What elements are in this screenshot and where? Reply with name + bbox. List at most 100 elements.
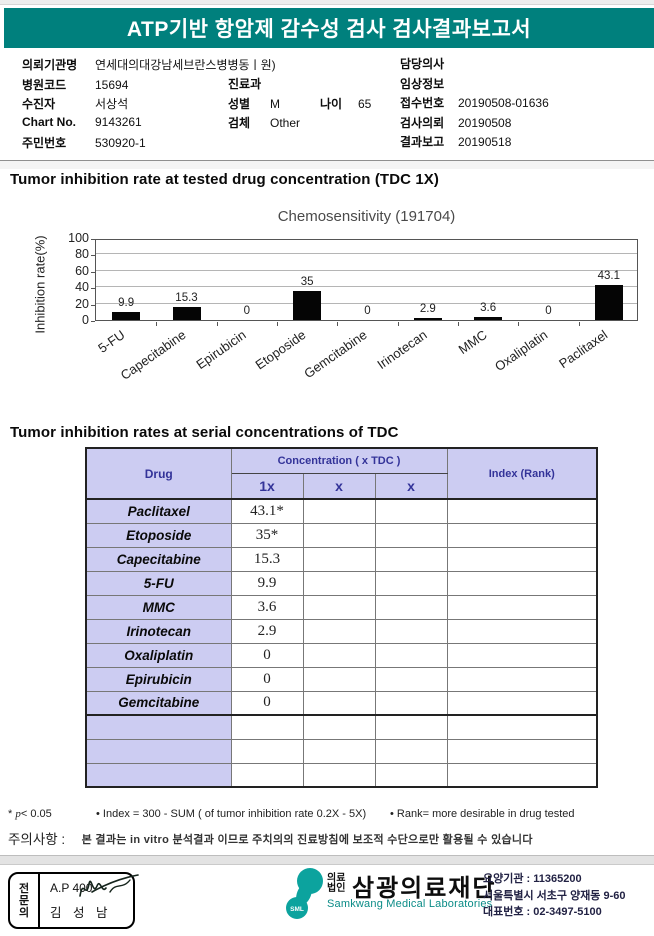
- col-header-concentration: Concentration ( x TDC ): [230, 447, 448, 474]
- org-registration-number: 요양기관 : 11365200: [483, 873, 582, 885]
- y-tick-label: 40: [75, 280, 89, 295]
- field-label: 나이: [320, 96, 343, 111]
- y-tick-mark: [91, 239, 95, 240]
- x-category-label: 5-FU: [95, 327, 128, 356]
- chart-title: Chemosensitivity (191704): [277, 208, 456, 225]
- field-label: Chart No.: [22, 114, 76, 129]
- drug-cell: 5-FU: [85, 570, 232, 596]
- concentration-x-cell: [374, 690, 448, 716]
- y-tick-label: 100: [68, 231, 89, 245]
- concentration-x-cell: [302, 546, 376, 572]
- x-tick-mark: [156, 322, 158, 326]
- table-row: [85, 714, 598, 740]
- handwritten-signature: [79, 874, 139, 897]
- concentration-1x-cell: 43.1*: [230, 498, 304, 524]
- org-address: 서울특별시 서초구 양재동 9-60: [483, 889, 626, 902]
- bar-value-label: 3.6: [480, 302, 497, 315]
- y-tick-mark: [91, 271, 95, 273]
- x-category-label: MMC: [455, 327, 490, 358]
- patient-info-right: 담당의사 임상정보 접수번호 20190508-01636 검사의뢰 2019050…: [400, 55, 549, 153]
- field-label: 성별: [228, 96, 251, 111]
- chart-bar: [413, 317, 442, 320]
- drug-cell: [85, 762, 232, 788]
- footer-divider: [0, 855, 654, 865]
- bar-value-label: 0: [364, 305, 371, 317]
- p-threshold: < 0.05: [20, 808, 52, 820]
- table-row: MMC 3.6: [85, 594, 598, 620]
- report-title: ATP기반 항암제 감수성 검사 검사결과보고서: [126, 18, 532, 41]
- col-header-x: x: [374, 472, 448, 500]
- field-value: 65: [358, 96, 372, 111]
- x-category-label: Oxaliplatin: [491, 327, 551, 375]
- bar-value-label: 9.9: [118, 296, 135, 309]
- index-rank-cell: [446, 738, 598, 764]
- field-label: 검사의뢰: [400, 115, 445, 130]
- info-row: 의뢰기관명 연세대의대강남세브란스병병동ㅣ원): [22, 56, 276, 76]
- table-row: [85, 738, 598, 764]
- index-rank-cell: [446, 690, 598, 716]
- chart-bar: [172, 307, 201, 320]
- concentration-x-cell: [302, 618, 376, 644]
- index-rank-cell: [446, 618, 598, 644]
- table-row: Epirubicin 0: [85, 666, 598, 692]
- table-row: Oxaliplatin 0: [85, 642, 598, 668]
- info-row: Chart No. 9143261: [22, 115, 276, 135]
- index-rank-cell: [446, 594, 598, 620]
- report-title-bar: ATP기반 항암제 감수성 검사 검사결과보고서: [4, 8, 654, 48]
- index-rank-cell: [446, 546, 598, 572]
- col-header-1x: 1x: [230, 472, 304, 500]
- concentration-1x-cell: 2.9: [230, 618, 304, 644]
- concentration-1x-cell: 0: [230, 666, 304, 692]
- drug-cell: Etoposide: [85, 522, 232, 548]
- concentration-x-cell: [374, 714, 448, 740]
- field-label: 검체: [228, 116, 251, 130]
- concentration-x-cell: [374, 618, 448, 644]
- bar-value-label: 35: [300, 276, 314, 289]
- chart-gridline: [96, 253, 637, 255]
- section-divider: [0, 160, 654, 169]
- info-row: 검체 Other: [228, 114, 371, 134]
- x-tick-mark: [216, 322, 218, 326]
- info-row: 병원코드 15694: [22, 76, 276, 96]
- concentration-1x-cell: [230, 762, 304, 788]
- field-value: 15694: [95, 77, 129, 92]
- x-category-label: Epirubicin: [193, 327, 249, 373]
- signer-info: A.P 400 김 성 남: [40, 874, 133, 927]
- drug-cell: [85, 738, 232, 764]
- field-label: 의뢰기관명: [22, 58, 78, 72]
- index-rank-cell: [446, 522, 598, 548]
- index-rank-cell: [446, 714, 598, 740]
- footnote-pvalue: * p< 0.05: [8, 808, 52, 820]
- field-value: 연세대의대강남세브란스병병동ㅣ원): [95, 58, 276, 72]
- field-label: 수진자: [22, 97, 56, 111]
- y-tick-label: 20: [75, 296, 89, 311]
- concentration-x-cell: [374, 570, 448, 596]
- info-row: 성별 M 나이 65: [228, 95, 371, 115]
- y-tick-label: 0: [82, 313, 89, 327]
- signer-code: A.P 400: [50, 881, 93, 895]
- field-label: 접수번호: [400, 96, 445, 110]
- info-row: 담당의사: [400, 55, 549, 75]
- org-type-label: 의료 법인: [327, 873, 346, 894]
- drug-cell: MMC: [85, 594, 232, 620]
- table-row: Etoposide 35*: [85, 522, 598, 548]
- concentration-x-cell: [302, 690, 376, 716]
- drug-cell: Paclitaxel: [85, 498, 232, 524]
- chart-gridline: [96, 286, 637, 288]
- chart-gridline: [96, 302, 637, 304]
- info-row: 주민번호 530920-1: [22, 134, 276, 154]
- x-tick-mark: [397, 322, 399, 326]
- y-tick-mark: [91, 304, 95, 306]
- p-symbol: p: [15, 808, 21, 820]
- drug-cell: Irinotecan: [85, 618, 232, 644]
- field-value: 530920-1: [95, 136, 146, 150]
- concentration-x-cell: [374, 522, 448, 548]
- concentration-x-cell: [374, 738, 448, 764]
- col-header-x: x: [302, 472, 376, 500]
- concentration-x-cell: [302, 594, 376, 620]
- drug-cell: Gemcitabine: [85, 690, 232, 716]
- bar-value-label: 2.9: [419, 302, 436, 315]
- info-row: 수진자 서상석: [22, 95, 276, 115]
- chart-bar: [112, 311, 141, 320]
- y-tick-mark: [91, 255, 95, 257]
